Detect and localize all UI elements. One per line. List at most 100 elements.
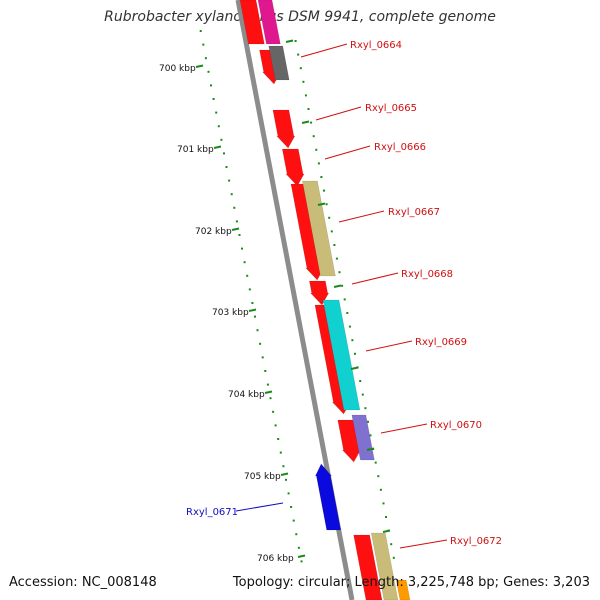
scale-dot bbox=[269, 397, 272, 400]
gene-label-rxyl-0669[interactable]: Rxyl_0669 bbox=[415, 337, 467, 348]
scale-major-tick bbox=[195, 64, 204, 68]
scale-dot bbox=[261, 356, 264, 359]
scale-dot bbox=[287, 492, 290, 495]
gene-label-rxyl-0672[interactable]: Rxyl_0672 bbox=[450, 536, 502, 547]
scale-major-tick bbox=[317, 202, 326, 206]
scale-dot bbox=[241, 247, 243, 250]
scale-major-tick bbox=[366, 447, 375, 451]
scale-dot bbox=[325, 203, 328, 206]
scale-dot bbox=[330, 230, 333, 233]
cds-arrow[interactable] bbox=[281, 148, 305, 187]
scale-dot bbox=[348, 325, 351, 328]
scale-dot bbox=[259, 342, 262, 345]
feature-block[interactable] bbox=[395, 579, 411, 600]
scale-dot bbox=[341, 284, 344, 287]
scale-dot bbox=[315, 148, 318, 151]
scale-dot bbox=[369, 434, 372, 437]
scale-dot bbox=[235, 220, 238, 223]
scale-dot bbox=[295, 533, 298, 536]
scale-dot bbox=[225, 166, 228, 168]
scale-dot bbox=[320, 176, 323, 178]
scale-dot bbox=[328, 216, 331, 219]
scale-dot bbox=[297, 546, 300, 549]
cds-arrow-reverse[interactable] bbox=[314, 463, 342, 531]
scale-dot bbox=[212, 98, 215, 100]
scale-dot bbox=[317, 162, 320, 165]
scale-dot bbox=[377, 475, 380, 478]
feature-block[interactable] bbox=[322, 299, 361, 411]
gene-label-rxyl-0665[interactable]: Rxyl_0665 bbox=[365, 103, 417, 114]
scale-label-702: 702 kbp bbox=[195, 227, 232, 237]
scale-dot bbox=[364, 407, 367, 410]
scale-dot bbox=[304, 94, 307, 97]
scale-dot bbox=[202, 43, 205, 46]
scale-dot bbox=[343, 298, 346, 301]
scale-dot bbox=[385, 516, 387, 518]
scale-labels: 700 kbp 701 kbp 702 kbp 703 kbp 704 kbp … bbox=[159, 64, 294, 564]
scale-dot bbox=[204, 57, 207, 60]
scale-major-tick bbox=[213, 145, 222, 149]
gene-label-rxyl-0671[interactable]: Rxyl_0671 bbox=[186, 507, 238, 518]
scale-ticks bbox=[195, 30, 395, 563]
scale-label-704: 704 kbp bbox=[228, 390, 265, 400]
scale-dot bbox=[233, 206, 236, 209]
cds-arrow[interactable] bbox=[272, 109, 296, 149]
scale-dot bbox=[272, 410, 275, 413]
gene-label-rxyl-0667[interactable]: Rxyl_0667 bbox=[388, 207, 440, 218]
scale-label-703: 703 kbp bbox=[212, 308, 249, 318]
scale-dot bbox=[323, 189, 325, 192]
scale-major-tick bbox=[301, 120, 310, 124]
scale-dot bbox=[230, 193, 233, 196]
scale-major-tick bbox=[350, 366, 359, 370]
scale-dot bbox=[279, 451, 282, 454]
scale-dot bbox=[251, 302, 254, 304]
gene-label-rxyl-0668[interactable]: Rxyl_0668 bbox=[401, 269, 453, 280]
feature-block[interactable] bbox=[257, 0, 281, 45]
scale-major-tick bbox=[231, 227, 240, 231]
gene-leader-lines bbox=[235, 43, 448, 549]
feature-track bbox=[239, 0, 411, 600]
scale-dot bbox=[220, 138, 223, 141]
scale-dot bbox=[335, 257, 338, 260]
scale-dot bbox=[390, 543, 393, 546]
scale-dot bbox=[354, 352, 356, 355]
scale-major-tick bbox=[248, 308, 257, 312]
scale-dot bbox=[248, 288, 251, 291]
scale-dot bbox=[300, 560, 303, 563]
scale-dot bbox=[297, 53, 300, 56]
accession-text: Accession: NC_008148 bbox=[9, 575, 157, 590]
scale-dot bbox=[367, 420, 369, 423]
scale-dot bbox=[228, 179, 231, 182]
cds-arrow[interactable] bbox=[309, 280, 330, 306]
feature-block[interactable] bbox=[370, 532, 399, 600]
scale-dot bbox=[294, 40, 297, 42]
scale-dot bbox=[333, 244, 336, 246]
scale-dot bbox=[246, 274, 249, 277]
scale-dot bbox=[277, 438, 280, 440]
gene-label-rxyl-0666[interactable]: Rxyl_0666 bbox=[374, 142, 426, 153]
scale-dot bbox=[282, 465, 285, 468]
scale-dot bbox=[285, 478, 287, 481]
scale-dot bbox=[264, 370, 267, 372]
cds-arrow[interactable] bbox=[353, 534, 383, 600]
scale-major-tick bbox=[382, 529, 391, 533]
feature-block[interactable] bbox=[302, 180, 336, 277]
scale-dot bbox=[392, 556, 395, 559]
scale-dot bbox=[215, 111, 218, 114]
scale-dot bbox=[338, 271, 341, 274]
gene-label-rxyl-0664[interactable]: Rxyl_0664 bbox=[350, 40, 402, 51]
feature-block[interactable] bbox=[268, 45, 290, 81]
scale-dot bbox=[310, 121, 313, 124]
scale-major-tick bbox=[333, 284, 342, 288]
scale-dot bbox=[382, 502, 385, 505]
scale-dot bbox=[243, 261, 246, 264]
scale-dot bbox=[374, 461, 377, 464]
scale-dot bbox=[307, 108, 310, 110]
gene-label-rxyl-0670[interactable]: Rxyl_0670 bbox=[430, 420, 482, 431]
scale-label-705: 705 kbp bbox=[244, 472, 281, 482]
cds-arrow[interactable] bbox=[239, 0, 265, 45]
genome-summary-text: Topology: circular; Length: 3,225,748 bp… bbox=[232, 575, 590, 590]
scale-dot bbox=[361, 393, 364, 396]
